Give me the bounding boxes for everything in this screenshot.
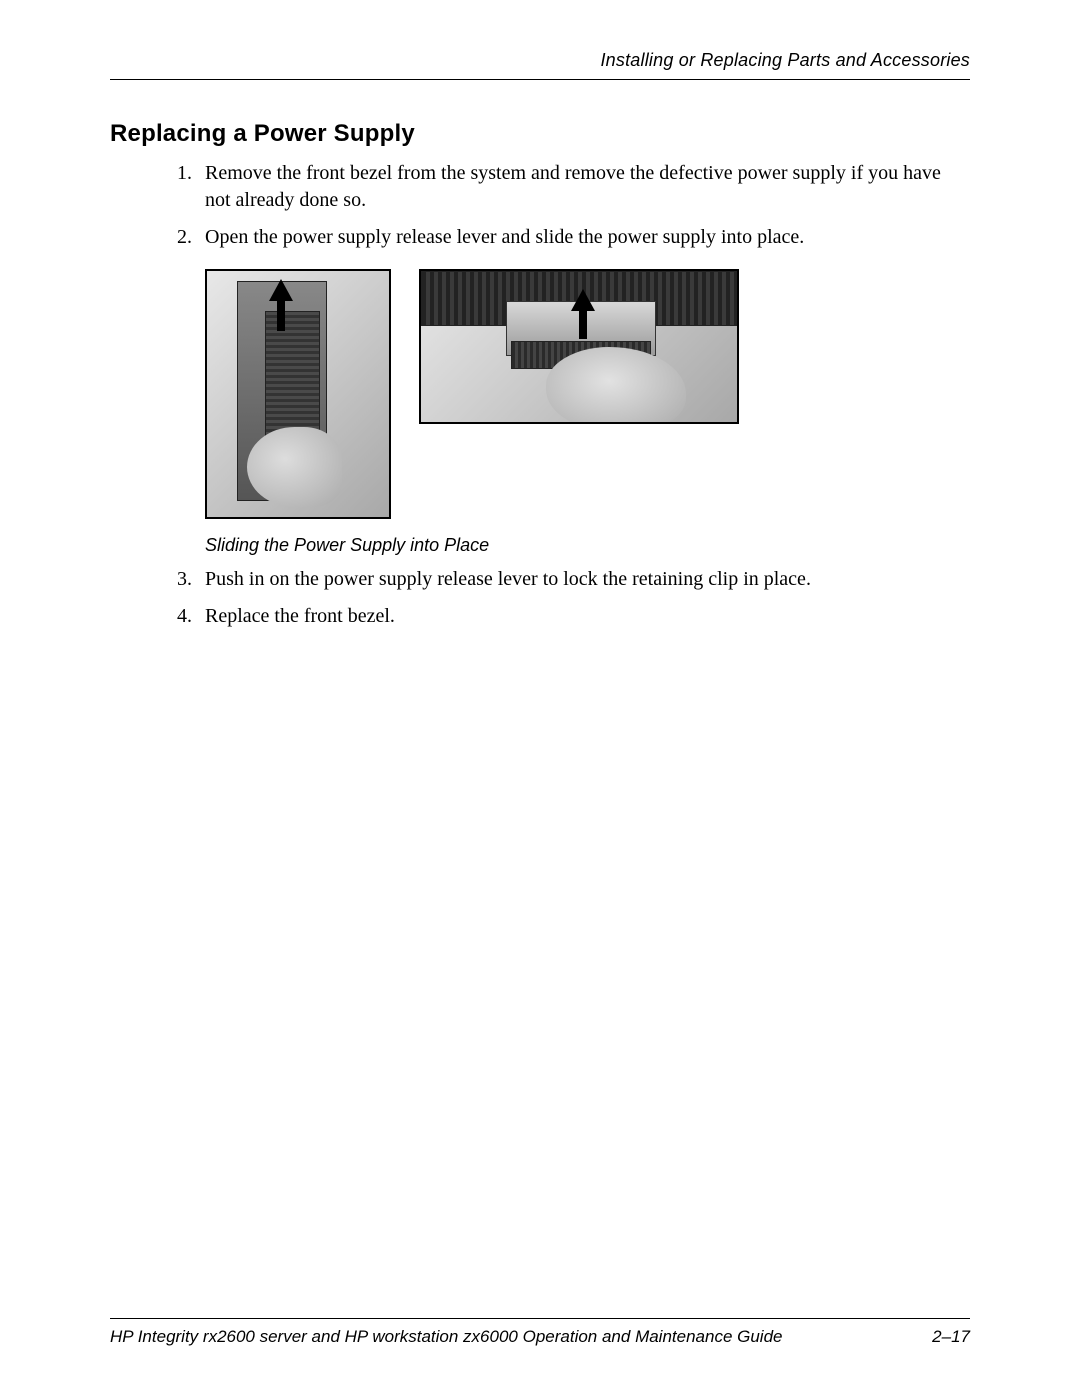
step-text: Open the power supply release lever and … [205,226,804,248]
figure-caption: Sliding the Power Supply into Place [205,535,970,556]
header-rule [110,79,970,80]
step-text: Remove the front bezel from the system a… [205,162,941,211]
arrow-up-icon [269,279,293,301]
step-item: 4. Replace the front bezel. [205,603,970,630]
step-item: 3. Push in on the power supply release l… [205,566,970,593]
page-footer: HP Integrity rx2600 server and HP workst… [110,1318,970,1347]
document-page: Installing or Replacing Parts and Access… [0,0,1080,1397]
section-heading: Replacing a Power Supply [110,120,970,148]
footer-doc-title: HP Integrity rx2600 server and HP workst… [110,1327,783,1347]
step-number: 4. [177,603,192,630]
figure-rack-psu [419,269,739,424]
step-number: 2. [177,224,192,251]
procedure-list-continued: 3. Push in on the power supply release l… [110,566,970,630]
footer-rule [110,1318,970,1319]
step-item: 2. Open the power supply release lever a… [205,224,970,251]
footer-page-number: 2–17 [932,1327,970,1347]
step-text: Push in on the power supply release leve… [205,568,811,590]
step-number: 1. [177,160,192,187]
step-number: 3. [177,566,192,593]
running-header: Installing or Replacing Parts and Access… [110,50,970,71]
figure-row [205,269,970,519]
procedure-list: 1. Remove the front bezel from the syste… [110,160,970,251]
step-text: Replace the front bezel. [205,605,395,627]
figure-tower-psu [205,269,391,519]
step-item: 1. Remove the front bezel from the syste… [205,160,970,214]
arrow-up-icon [571,289,595,311]
